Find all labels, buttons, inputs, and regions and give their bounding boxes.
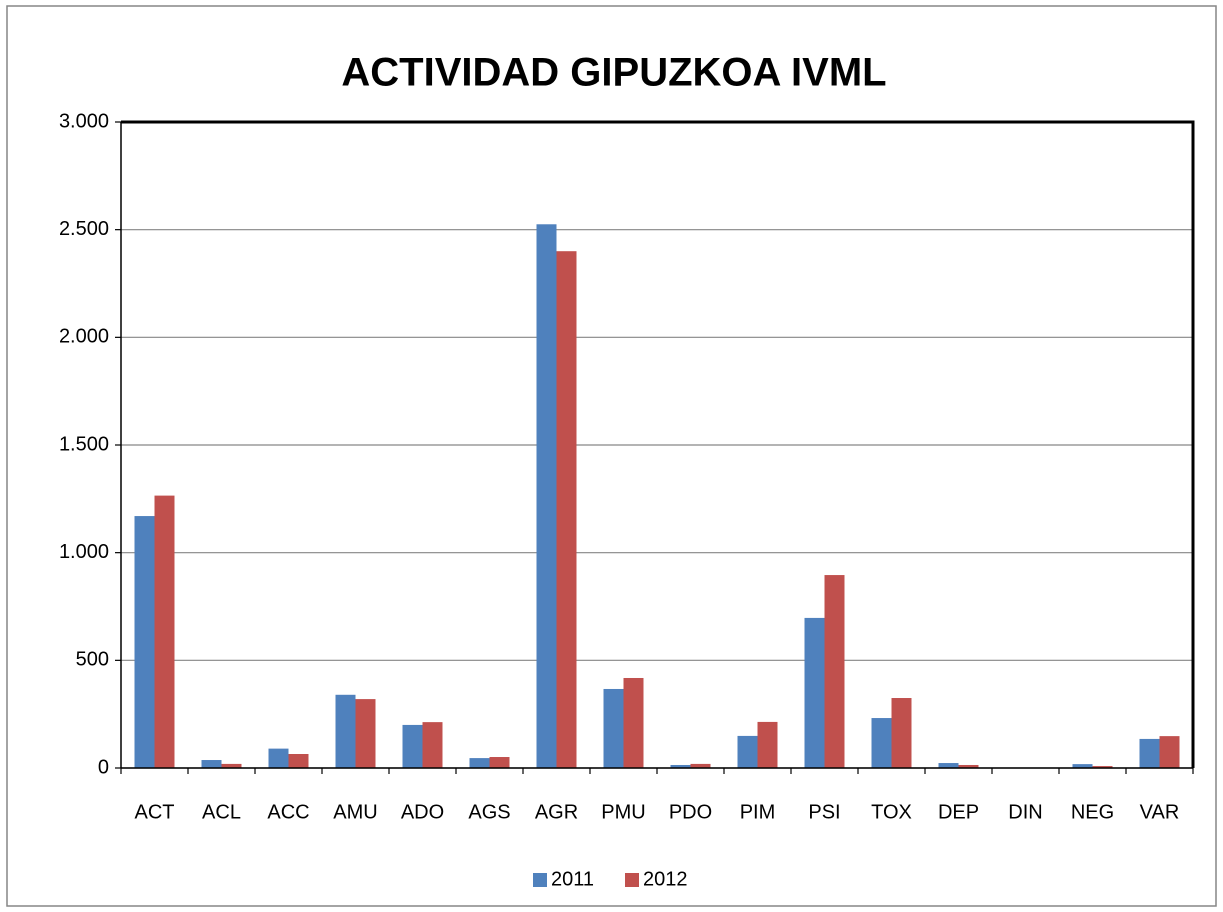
x-tick-label: TOX — [871, 801, 912, 823]
y-tick-label: 3.000 — [59, 110, 109, 132]
legend-swatch — [625, 873, 639, 887]
bar — [1139, 738, 1160, 768]
bar — [938, 763, 959, 768]
y-tick-label: 0 — [98, 756, 109, 778]
bar — [824, 575, 845, 768]
x-tick-label: AGS — [468, 801, 510, 823]
x-tick-label: ACT — [135, 801, 175, 823]
bar — [737, 735, 758, 768]
bar — [1159, 736, 1180, 768]
y-tick-label: 2.000 — [59, 326, 109, 348]
x-tick-label: DIN — [1008, 801, 1042, 823]
chart-title: ACTIVIDAD GIPUZKOA IVML — [341, 51, 886, 95]
x-tick-label: DEP — [938, 801, 979, 823]
x-tick-label: ADO — [401, 801, 444, 823]
legend-label: 2012 — [643, 868, 688, 890]
bar — [603, 688, 624, 768]
bar — [690, 763, 711, 768]
bar — [536, 224, 557, 769]
x-tick-label: PMU — [601, 801, 645, 823]
bar — [804, 617, 825, 768]
bar — [623, 677, 644, 768]
x-tick-label: PDO — [669, 801, 712, 823]
x-tick-label: ACL — [202, 801, 241, 823]
bar — [201, 760, 222, 768]
y-tick-label: 500 — [76, 649, 109, 671]
bar — [1092, 766, 1113, 768]
x-tick-label: VAR — [1140, 801, 1180, 823]
bar — [221, 763, 242, 768]
x-tick-label: NEG — [1071, 801, 1114, 823]
y-tick-label: 2.500 — [59, 218, 109, 240]
bar — [556, 251, 577, 768]
x-tick-label: AGR — [535, 801, 578, 823]
x-tick-label: AMU — [333, 801, 377, 823]
bar — [489, 757, 510, 768]
bar — [268, 748, 289, 768]
bar — [958, 764, 979, 768]
bar — [871, 718, 892, 768]
bar — [402, 724, 423, 768]
bar — [154, 495, 175, 768]
x-tick-label: PIM — [740, 801, 776, 823]
bar — [134, 516, 155, 768]
bar — [335, 694, 356, 768]
bar — [422, 722, 443, 768]
bar — [288, 754, 309, 768]
legend-swatch — [533, 873, 547, 887]
bar — [757, 721, 778, 768]
x-tick-label: PSI — [808, 801, 840, 823]
bar — [670, 764, 691, 768]
bar — [891, 698, 912, 768]
y-tick-label: 1.000 — [59, 541, 109, 563]
bar — [355, 699, 376, 768]
bar — [1072, 764, 1093, 768]
y-tick-label: 1.500 — [59, 433, 109, 455]
x-tick-label: ACC — [267, 801, 309, 823]
bar — [469, 758, 490, 768]
legend-label: 2011 — [551, 868, 594, 890]
